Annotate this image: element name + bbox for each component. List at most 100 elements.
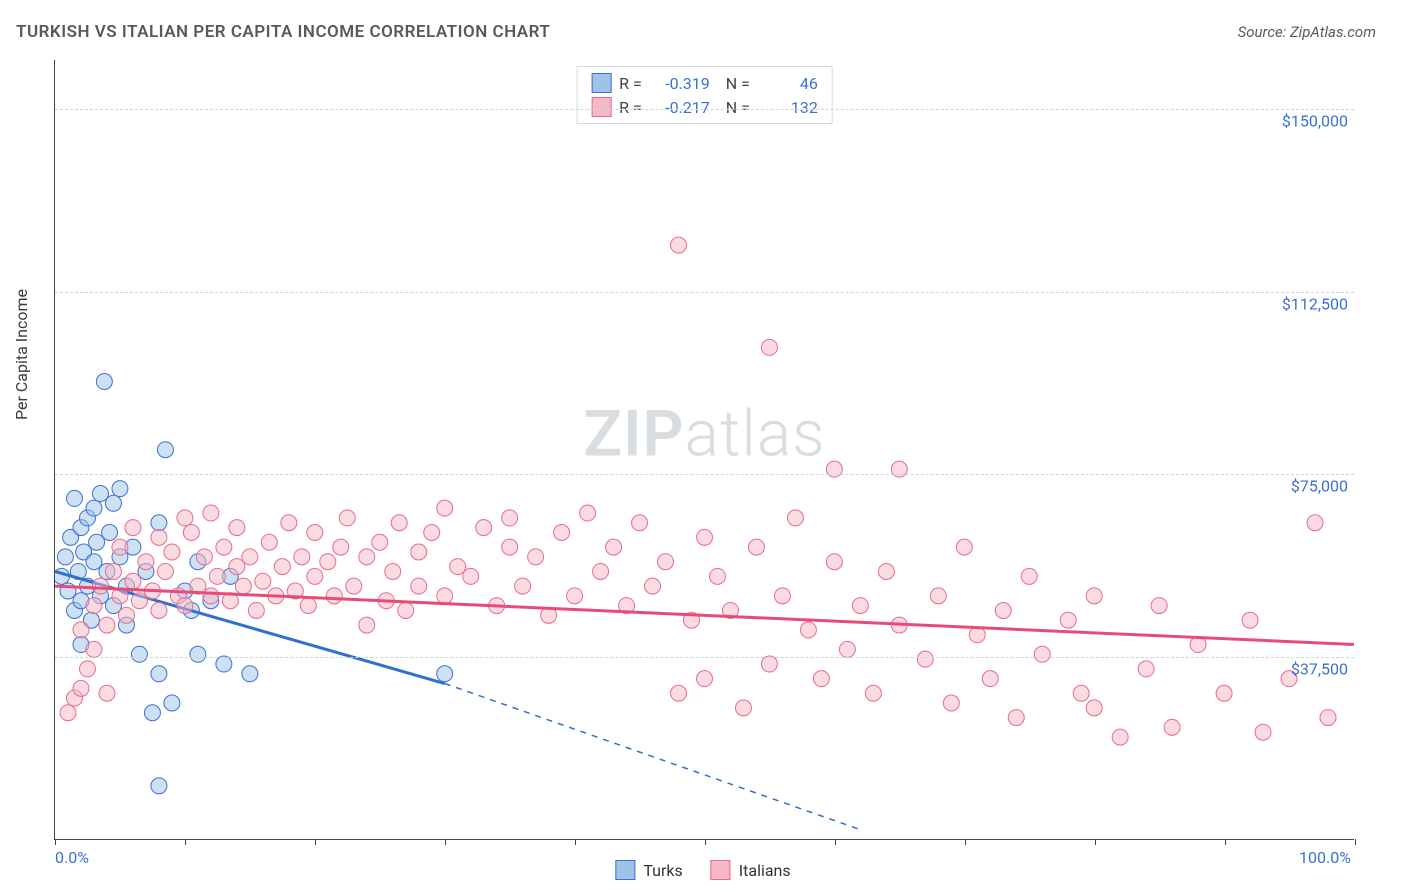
data-point [96, 374, 112, 390]
data-point [1021, 568, 1037, 584]
data-point [515, 578, 531, 594]
data-point [92, 578, 108, 594]
swatch-italians-bottom [711, 860, 731, 880]
data-point [300, 598, 316, 614]
r-value-turks: -0.319 [650, 74, 710, 93]
y-tick-label: $75,000 [1291, 477, 1348, 496]
data-point [502, 510, 518, 526]
data-point [216, 539, 232, 555]
data-point [787, 510, 803, 526]
data-point [229, 520, 245, 536]
data-point [138, 554, 154, 570]
data-point [606, 539, 622, 555]
gridline [55, 292, 1354, 293]
data-point [112, 539, 128, 555]
x-tick [835, 839, 836, 845]
source-label: Source: ZipAtlas.com [1238, 23, 1376, 41]
data-point [203, 505, 219, 521]
data-point [102, 525, 118, 541]
swatch-italians [591, 97, 611, 117]
data-point [385, 563, 401, 579]
data-point [157, 442, 173, 458]
data-point [359, 549, 375, 565]
data-point [748, 539, 764, 555]
data-point [956, 539, 972, 555]
y-axis-title: Per Capita Income [12, 289, 31, 420]
x-tick [55, 839, 56, 845]
data-point [99, 617, 115, 633]
data-point [151, 515, 167, 531]
data-point [73, 680, 89, 696]
gridline [55, 474, 1354, 475]
data-point [164, 544, 180, 560]
data-point [1008, 710, 1024, 726]
n-value-turks: 46 [758, 74, 818, 93]
gridline [55, 657, 1354, 658]
y-tick-label: $112,500 [1282, 294, 1348, 313]
data-point [696, 529, 712, 545]
data-point [57, 549, 73, 565]
data-point [1151, 598, 1167, 614]
data-point [735, 700, 751, 716]
data-point [86, 500, 102, 516]
data-point [1242, 612, 1258, 628]
bottom-legend-turks: Turks [615, 860, 682, 880]
data-point [125, 520, 141, 536]
data-point [645, 578, 661, 594]
data-point [177, 598, 193, 614]
data-point [632, 515, 648, 531]
plot-area: ZIPatlas R = -0.319 N = 46 R = -0.217 N … [54, 60, 1354, 840]
data-point [151, 778, 167, 794]
x-tick [445, 839, 446, 845]
x-tick [1355, 839, 1356, 845]
x-tick [705, 839, 706, 845]
data-point [1086, 588, 1102, 604]
data-point [105, 563, 121, 579]
data-point [761, 656, 777, 672]
n-value-italians: 132 [758, 98, 818, 117]
data-point [320, 554, 336, 570]
data-point [190, 646, 206, 662]
data-point [151, 666, 167, 682]
y-tick-label: $37,500 [1291, 660, 1348, 679]
data-point [476, 520, 492, 536]
data-point [411, 544, 427, 560]
data-point [196, 549, 212, 565]
data-point [982, 671, 998, 687]
data-point [1320, 710, 1336, 726]
data-point [307, 525, 323, 541]
data-point [839, 641, 855, 657]
data-point [1216, 685, 1232, 701]
data-point [1073, 685, 1089, 701]
data-point [346, 578, 362, 594]
x-tick [315, 839, 316, 845]
data-point [73, 622, 89, 638]
data-point [86, 598, 102, 614]
data-point [203, 588, 219, 604]
data-point [157, 563, 173, 579]
data-point [411, 578, 427, 594]
data-point [917, 651, 933, 667]
data-point [774, 588, 790, 604]
data-point [99, 685, 115, 701]
data-point [235, 578, 251, 594]
bottom-legend-italians: Italians [711, 860, 791, 880]
data-point [800, 622, 816, 638]
data-point [995, 602, 1011, 618]
data-point [852, 598, 868, 614]
swatch-turks-bottom [615, 860, 635, 880]
x-tick [185, 839, 186, 845]
data-point [118, 607, 134, 623]
data-point [761, 339, 777, 355]
data-point [261, 534, 277, 550]
data-point [709, 568, 725, 584]
data-point [398, 602, 414, 618]
data-point [437, 500, 453, 516]
data-point [671, 685, 687, 701]
data-point [105, 495, 121, 511]
x-tick-label: 0.0% [55, 848, 89, 867]
data-point [1138, 661, 1154, 677]
scatter-svg [55, 60, 1354, 839]
data-point [1034, 646, 1050, 662]
data-point [1307, 515, 1323, 531]
